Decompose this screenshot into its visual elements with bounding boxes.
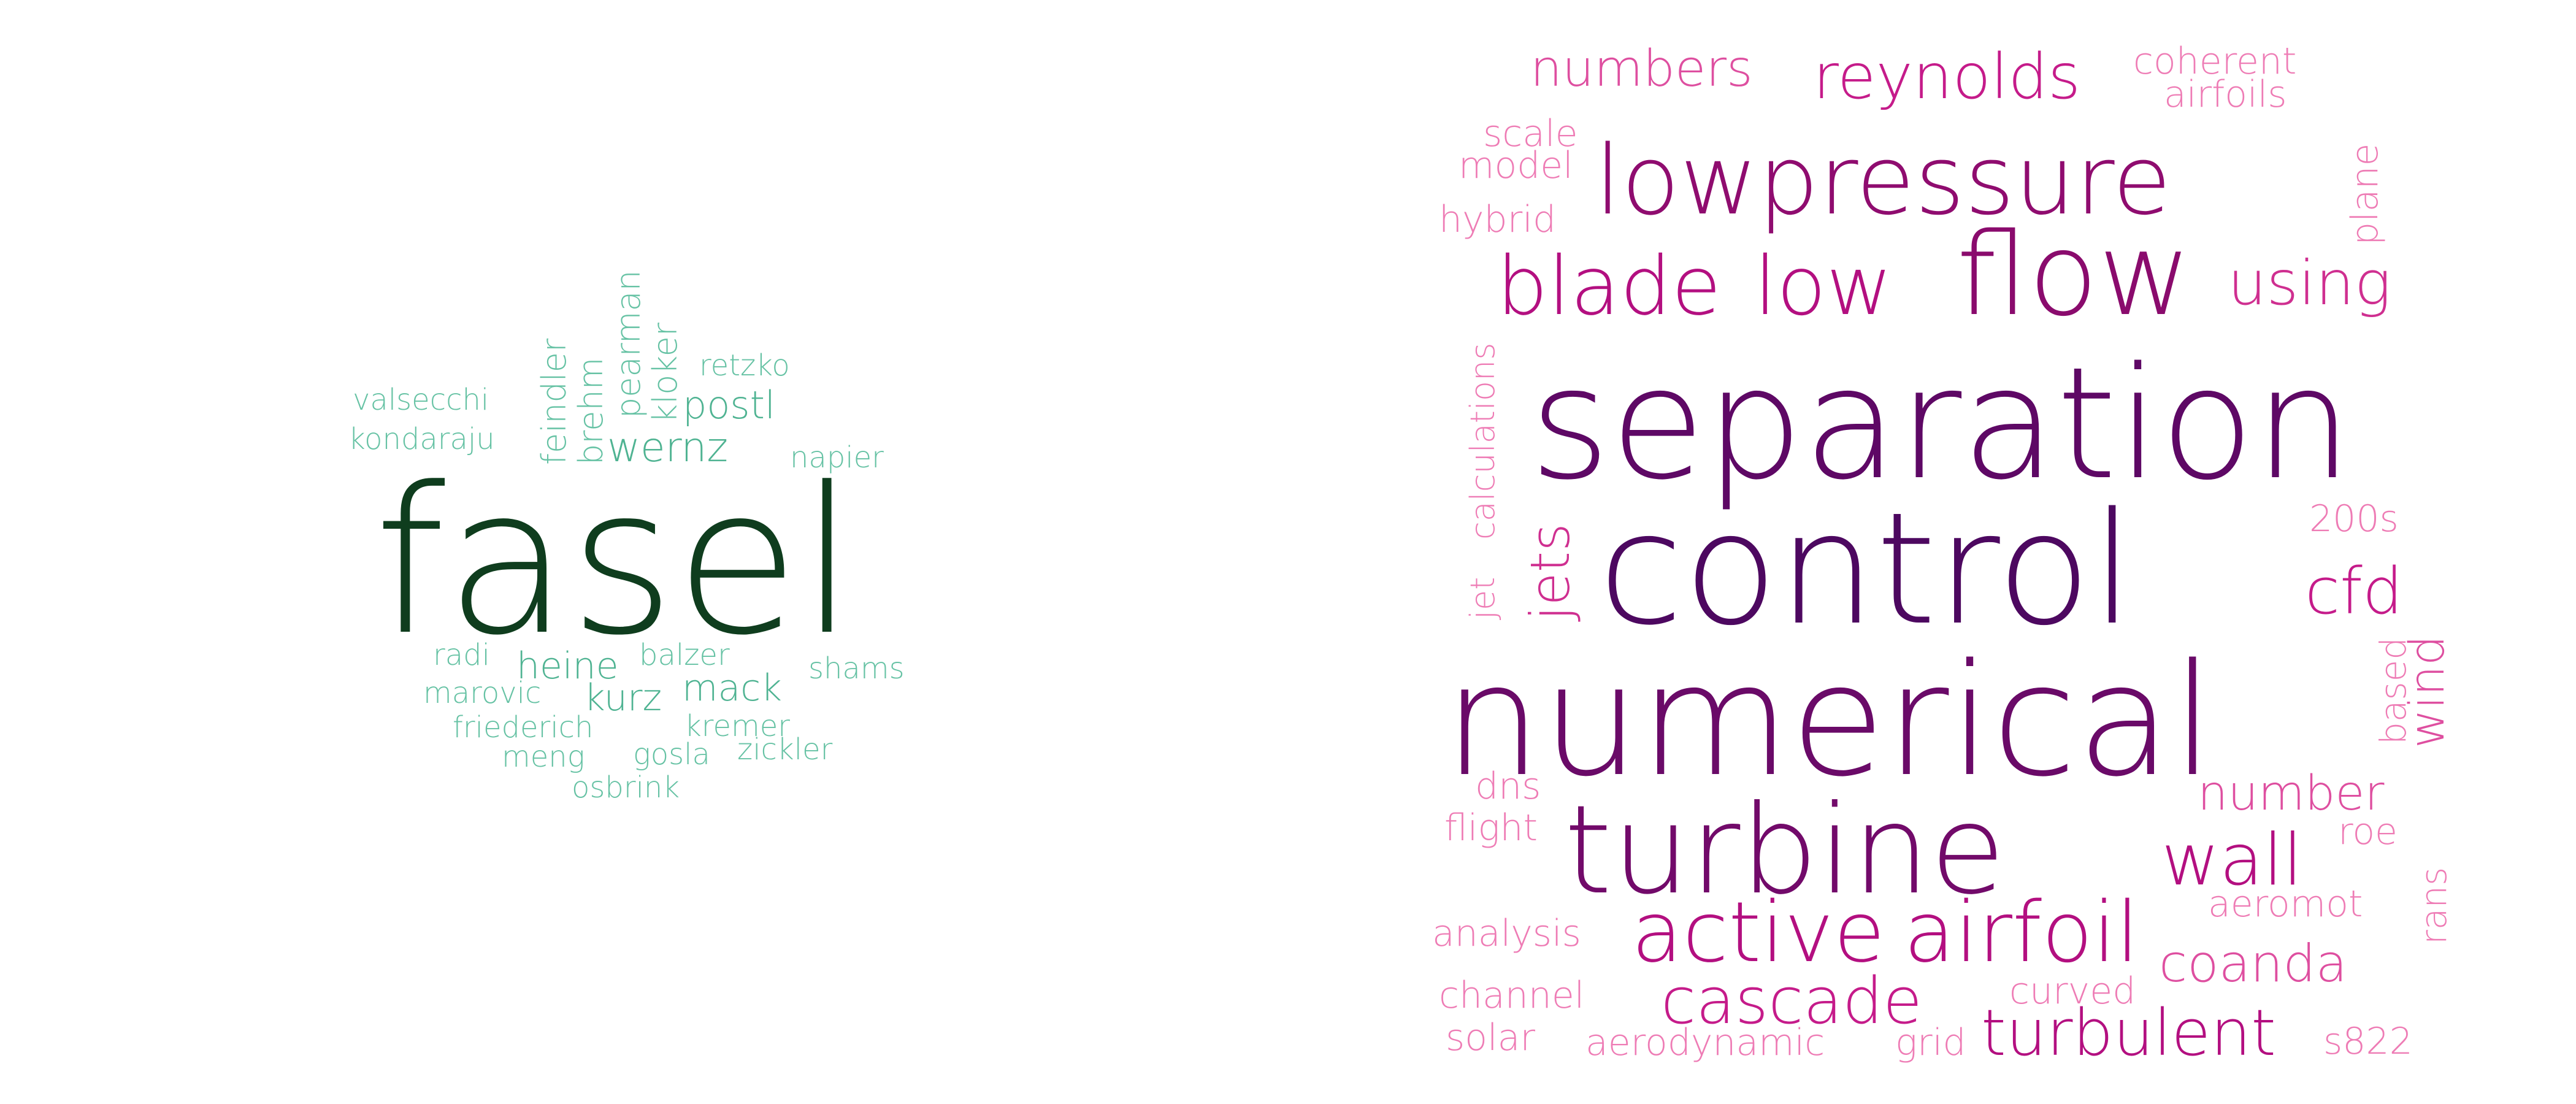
word-zickler: zickler	[737, 732, 833, 767]
word-friederich: friederich	[453, 710, 593, 745]
word-rans: rans	[2413, 867, 2455, 945]
word-number: number	[2198, 766, 2384, 821]
word-heine: heine	[516, 645, 619, 688]
word-curved: curved	[2009, 970, 2136, 1013]
word-control: control	[1598, 480, 2134, 659]
word-scale: scale	[1483, 112, 1578, 155]
word-reynolds: reynolds	[1813, 40, 2080, 113]
word-wernz: wernz	[607, 424, 728, 471]
word-gosla: gosla	[633, 737, 710, 772]
word-shams: shams	[808, 651, 905, 686]
word-fasel: fasel	[374, 444, 856, 680]
word-low: low	[1754, 239, 1892, 334]
word-airfoils: airfoils	[2164, 73, 2287, 116]
word-grid: grid	[1895, 1021, 1966, 1064]
word-cfd: cfd	[2305, 554, 2403, 629]
word-lowpressure: lowpressure	[1595, 125, 2171, 236]
word-retzko: retzko	[699, 348, 790, 383]
word-meng: meng	[502, 740, 585, 774]
word-aerodynamic: aerodynamic	[1585, 1021, 1825, 1064]
word-balzer: balzer	[639, 638, 730, 672]
word-blade: blade	[1497, 239, 1721, 334]
word-plane: plane	[2344, 144, 2386, 245]
word-roe: roe	[2338, 810, 2398, 853]
word-radi: radi	[433, 638, 490, 672]
word-flight: flight	[1444, 807, 1538, 849]
word-brehm: brehm	[572, 358, 610, 465]
word-napier: napier	[790, 440, 884, 475]
word-hybrid: hybrid	[1439, 198, 1556, 241]
word-wind: wind	[2400, 635, 2455, 748]
word-calculations: calculations	[1463, 343, 1502, 540]
left-word-cloud: fasel valsecchi kondaraju feindlerbrehmpear…	[348, 270, 905, 805]
word-kremer: kremer	[684, 709, 790, 743]
word-numerical: numerical	[1444, 631, 2215, 811]
word-mack: mack	[682, 667, 782, 710]
word-analysis: analysis	[1432, 912, 1581, 955]
word-dns: dns	[1475, 765, 1541, 808]
word-coanda: coanda	[2159, 933, 2347, 994]
word-osbrink: osbrink	[572, 770, 680, 805]
word-kurz: kurz	[584, 677, 662, 719]
word-feindler: feindler	[535, 338, 573, 465]
word-postl: postl	[683, 383, 775, 427]
word-flow: flow	[1957, 208, 2191, 341]
word-solar: solar	[1446, 1016, 1535, 1059]
word-active: active	[1631, 884, 1885, 981]
word-200s: 200s	[2309, 497, 2399, 540]
word-kloker: kloker	[646, 322, 684, 423]
word-valsecchi: valsecchi	[353, 383, 489, 417]
word-based: based	[2372, 637, 2414, 745]
word-channel: channel	[1439, 974, 1584, 1017]
word-coherent: coherent	[2133, 40, 2296, 83]
word-model: model	[1459, 144, 1573, 187]
word-marovic: marovic	[423, 676, 541, 710]
word-airfoil: airfoil	[1904, 884, 2139, 981]
word-kondaraju: kondaraju	[348, 422, 495, 456]
word-jet: jet	[1463, 577, 1502, 620]
word-aeromot: aeromot	[2208, 883, 2363, 926]
word-jets: jets	[1519, 523, 1582, 622]
word-turbine: turbine	[1564, 779, 2006, 922]
word-separation: separation	[1530, 334, 2352, 514]
word-turbulent: turbulent	[1981, 995, 2276, 1070]
word-pearman: pearman	[609, 270, 648, 418]
word-s822: s822	[2323, 1020, 2413, 1063]
word-numbers: numbers	[1530, 40, 1753, 98]
word-using: using	[2228, 247, 2391, 319]
word-cascade: cascade	[1661, 964, 1922, 1038]
word-wall: wall	[2161, 819, 2302, 902]
